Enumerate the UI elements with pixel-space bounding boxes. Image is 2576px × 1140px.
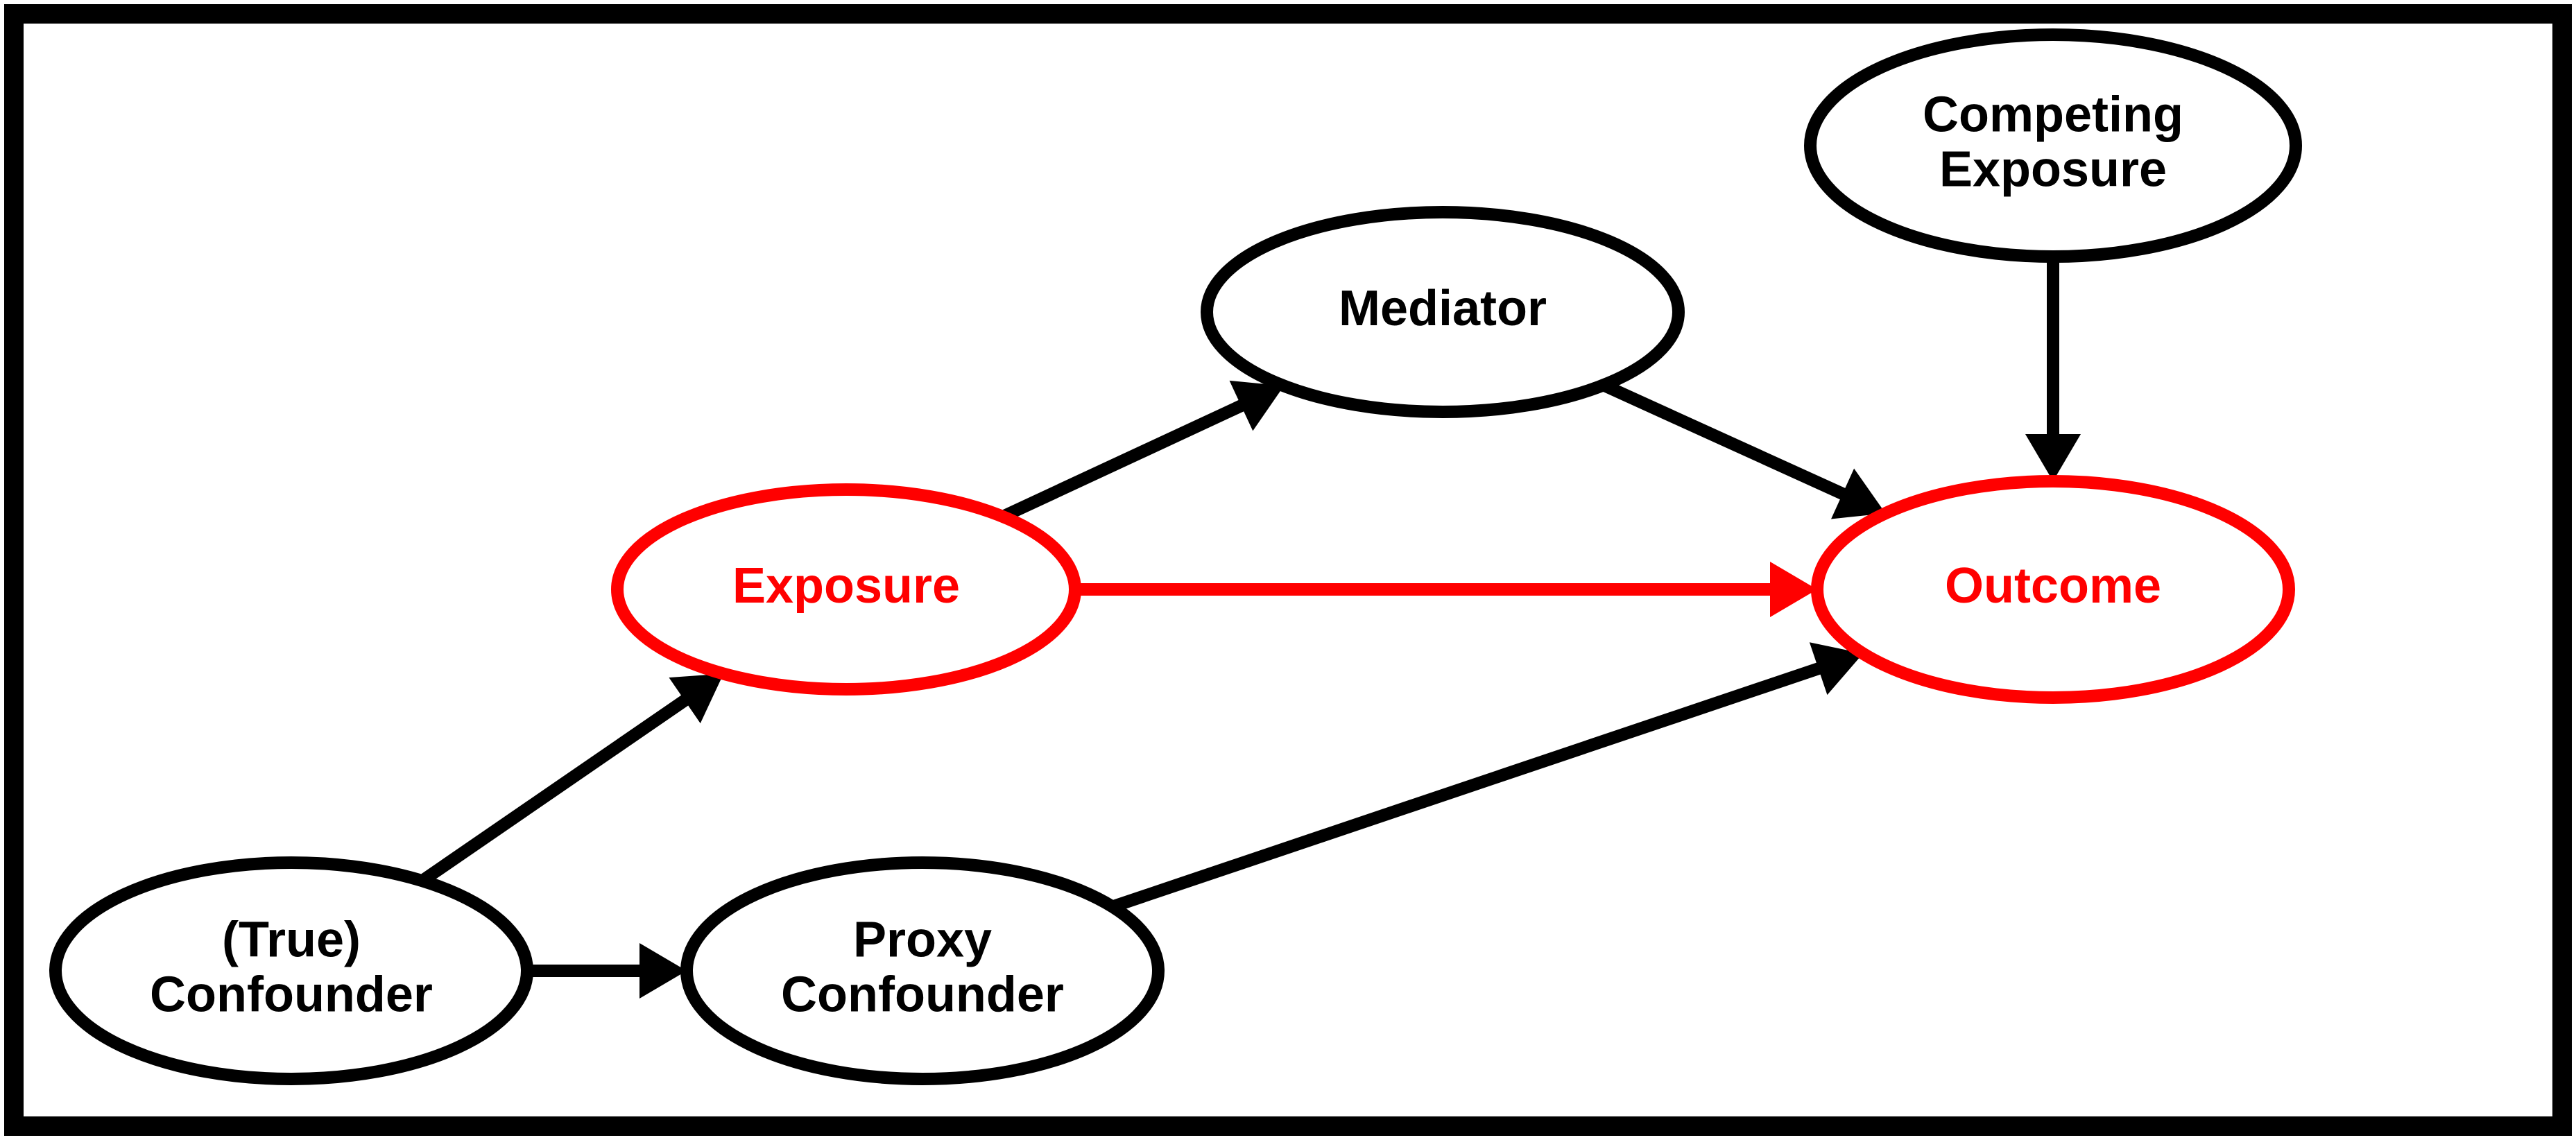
causal-dag: (True)ConfounderProxyConfounderExposureM…: [0, 0, 2576, 1140]
node-confounder-label-0: (True): [222, 912, 361, 967]
node-proxy-label-0: Proxy: [853, 912, 992, 967]
node-mediator-label-0: Mediator: [1339, 281, 1547, 336]
node-confounder: (True)Confounder: [55, 863, 527, 1079]
node-outcome: Outcome: [1817, 481, 2289, 698]
node-competing-label-1: Exposure: [1939, 142, 2167, 198]
node-exposure-label-0: Exposure: [732, 558, 960, 614]
node-proxy-label-1: Confounder: [781, 967, 1064, 1023]
node-exposure: Exposure: [617, 490, 1075, 689]
node-mediator: Mediator: [1207, 212, 1678, 412]
node-competing: CompetingExposure: [1810, 35, 2296, 257]
node-confounder-label-1: Confounder: [150, 967, 433, 1023]
node-competing-label-0: Competing: [1923, 87, 2183, 142]
node-outcome-label-0: Outcome: [1945, 558, 2161, 614]
node-proxy: ProxyConfounder: [687, 863, 1158, 1079]
